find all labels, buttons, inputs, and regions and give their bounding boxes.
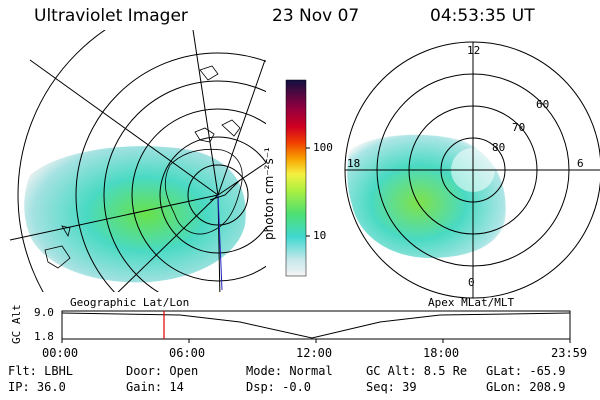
timeline-y-tick-max: 9.0 <box>34 306 54 319</box>
local-meridian <box>217 194 223 291</box>
timeline-x-tick-0600: 06:00 <box>169 346 206 360</box>
timeline-x-tick-0000: 00:00 <box>42 346 79 360</box>
meridian <box>29 59 219 196</box>
colorbar-unit-label: photon cm⁻²s⁻¹ <box>262 147 276 240</box>
polar-mlt-0: 0 <box>468 276 475 289</box>
timeline-x-tick-2359: 23:59 <box>551 346 588 360</box>
colorbar <box>285 79 307 277</box>
status-filter: Flt: LBHL <box>8 364 74 378</box>
colorbar-tick-label-100: 100 <box>313 141 333 154</box>
meridian <box>117 194 219 292</box>
lat-circle <box>159 136 266 254</box>
lat-circle <box>131 108 266 282</box>
aurora-emission-left <box>24 146 246 283</box>
coastlines <box>44 65 243 269</box>
polar-lat-70: 70 <box>512 121 526 134</box>
timeline-frame <box>61 310 571 340</box>
ground-track <box>209 179 241 201</box>
timeline-y-tick-min: 1.8 <box>34 330 54 343</box>
polar-mlt-6: 6 <box>577 157 584 170</box>
lat-circle <box>187 164 249 226</box>
altitude-timeline <box>61 310 571 343</box>
status-door: Door: Open <box>126 364 199 378</box>
geographic-panel-label: Geographic Lat/Lon <box>70 296 190 309</box>
timeline-x-tick-1800: 18:00 <box>423 346 460 360</box>
apex-panel-label: Apex MLat/MLT <box>428 296 515 309</box>
meridian <box>217 162 266 196</box>
geographic-map <box>9 30 266 292</box>
status-seq: Seq: 39 <box>366 380 417 394</box>
status-ip: IP: 36.0 <box>8 380 66 394</box>
meridian <box>217 59 266 196</box>
polar-plot <box>344 41 600 299</box>
date-label: 23 Nov 07 <box>272 6 360 26</box>
polar-mlt-12: 12 <box>467 44 481 57</box>
polar-lat-60: 60 <box>536 98 550 111</box>
status-mode: Mode: Normal <box>246 364 333 378</box>
lat-circle <box>75 52 266 292</box>
lat-circle <box>103 80 266 292</box>
timeline-x-tick-1200: 12:00 <box>296 346 333 360</box>
status-glon: GLon: 208.9 <box>486 380 566 394</box>
altitude-curve <box>61 312 571 339</box>
status-glat: GLat: -65.9 <box>486 364 566 378</box>
meridian <box>9 194 219 241</box>
colorbar-tick-label-10: 10 <box>313 229 327 242</box>
status-dsp: Dsp: -0.0 <box>246 380 312 394</box>
timeline-y-label: GC Alt <box>10 304 23 344</box>
time-label: 04:53:35 UT <box>430 6 535 26</box>
meridian <box>192 30 219 196</box>
horizon-circle <box>17 30 106 292</box>
status-gain: Gain: 14 <box>126 380 184 394</box>
instrument-title: Ultraviolet Imager <box>34 6 188 26</box>
status-gc-alt: GC Alt: 8.5 Re <box>366 364 468 378</box>
polar-lat-80: 80 <box>492 141 506 154</box>
polar-mlt-18: 18 <box>347 157 361 170</box>
